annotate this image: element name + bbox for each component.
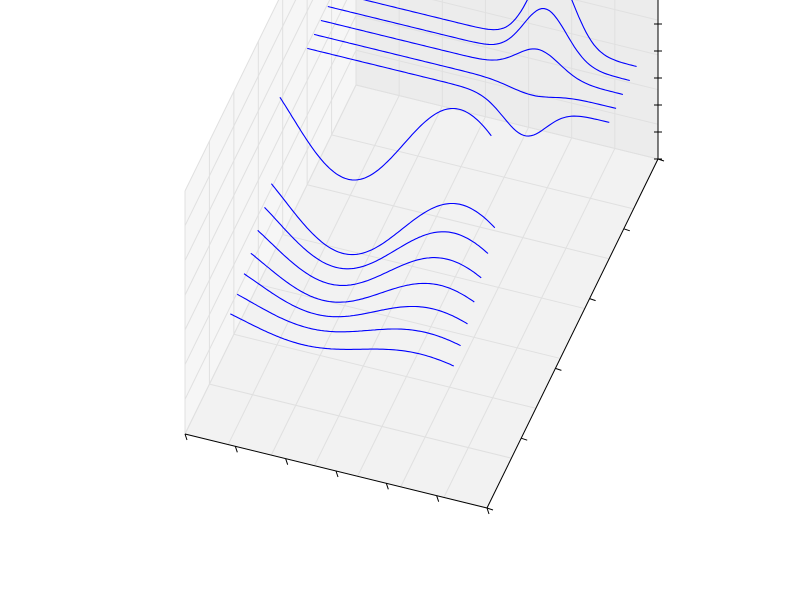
x-axis-tick <box>184 433 188 441</box>
grid-line <box>573 0 659 21</box>
grid-line <box>355 49 659 125</box>
back-pane <box>356 0 658 159</box>
x-axis-tick <box>285 458 289 465</box>
grid-line <box>184 0 314 261</box>
grid-line <box>184 15 357 365</box>
grid-line <box>184 84 357 435</box>
grid-line <box>307 184 610 260</box>
series-line-13 <box>230 313 455 367</box>
grid-line <box>432 0 659 56</box>
series-line-8 <box>264 207 489 270</box>
series-line-9 <box>257 229 482 286</box>
grid-line <box>184 0 297 226</box>
grid-line <box>313 116 486 466</box>
x-axis-tick <box>486 507 490 515</box>
grid-line <box>184 0 348 331</box>
series-line-5 <box>307 47 610 137</box>
x-axis-tick <box>234 446 238 453</box>
grid-line <box>443 148 616 498</box>
series-line-11 <box>243 273 468 325</box>
y-axis-tick <box>589 298 596 302</box>
y-axis-tick <box>521 437 528 441</box>
series-line-12 <box>236 293 461 347</box>
grid-line <box>209 383 512 459</box>
series-line-1 <box>362 0 637 68</box>
series-line-3 <box>320 19 624 96</box>
grid-line <box>184 50 357 400</box>
axes-ticks <box>184 23 665 515</box>
grid-line <box>400 137 573 488</box>
y-axis-tick <box>555 367 562 371</box>
y-axis-tick <box>486 507 494 511</box>
series-line-10 <box>250 252 475 303</box>
grid-line <box>258 283 561 359</box>
floor-pane <box>185 85 658 508</box>
grid-line <box>233 333 536 409</box>
series-line-7 <box>270 183 496 256</box>
axes-panes <box>185 0 658 508</box>
plot-series <box>230 0 637 367</box>
series-line-2 <box>327 5 630 82</box>
grid-line <box>355 15 659 91</box>
series-line-6 <box>279 96 492 181</box>
x-axis-tick <box>385 483 389 490</box>
grid-line <box>270 105 443 456</box>
grid-line <box>331 134 634 210</box>
y-axis-tick <box>623 228 630 232</box>
series-line-4 <box>313 33 617 109</box>
x-axis-tick <box>335 470 339 478</box>
grid-line <box>282 234 585 310</box>
y-axis-line <box>486 158 659 509</box>
grid-line <box>227 95 400 445</box>
left-pane <box>185 0 356 434</box>
grid-line <box>184 0 331 296</box>
x-axis-tick <box>436 495 440 502</box>
grid-line <box>184 0 280 192</box>
grid-line <box>357 127 530 477</box>
